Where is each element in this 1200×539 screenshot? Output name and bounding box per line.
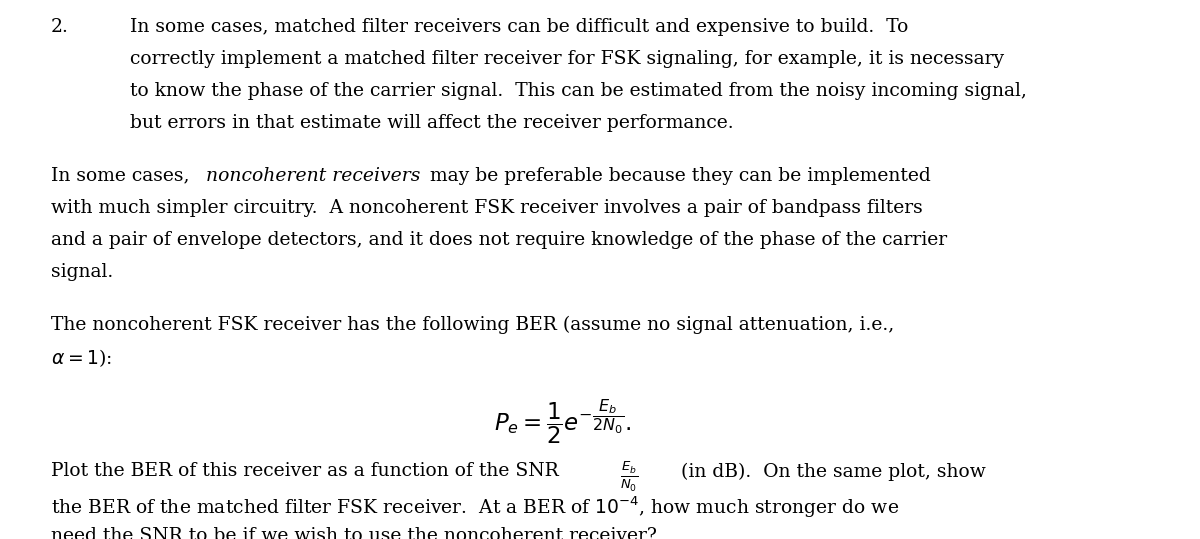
Text: Plot the BER of this receiver as a function of the SNR: Plot the BER of this receiver as a funct… [50,462,564,480]
Text: $\alpha = 1$):: $\alpha = 1$): [50,348,112,369]
Text: but errors in that estimate will affect the receiver performance.: but errors in that estimate will affect … [130,114,733,133]
Text: In some cases, matched filter receivers can be difficult and expensive to build.: In some cases, matched filter receivers … [130,18,908,36]
Text: may be preferable because they can be implemented: may be preferable because they can be im… [425,167,931,185]
Text: to know the phase of the carrier signal.  This can be estimated from the noisy i: to know the phase of the carrier signal.… [130,82,1026,100]
Text: noncoherent receivers: noncoherent receivers [206,167,420,185]
Text: $P_e = \dfrac{1}{2} e^{-\dfrac{E_b}{2N_0}}.$: $P_e = \dfrac{1}{2} e^{-\dfrac{E_b}{2N_0… [494,398,632,447]
Text: The noncoherent FSK receiver has the following BER (assume no signal attenuation: The noncoherent FSK receiver has the fol… [50,315,894,334]
Text: with much simpler circuitry.  A noncoherent FSK receiver involves a pair of band: with much simpler circuitry. A noncohere… [50,199,923,217]
Text: and a pair of envelope detectors, and it does not require knowledge of the phase: and a pair of envelope detectors, and it… [50,231,947,249]
Text: 2.: 2. [50,18,68,36]
Text: need the SNR to be if we wish to use the noncoherent receiver?: need the SNR to be if we wish to use the… [50,527,656,539]
Text: $\frac{E_b}{N_0}$: $\frac{E_b}{N_0}$ [619,460,637,494]
Text: correctly implement a matched filter receiver for FSK signaling, for example, it: correctly implement a matched filter rec… [130,50,1003,68]
Text: In some cases,: In some cases, [50,167,196,185]
Text: (in dB).  On the same plot, show: (in dB). On the same plot, show [676,462,986,481]
Text: the BER of the matched filter FSK receiver.  At a BER of $10^{-4}$, how much str: the BER of the matched filter FSK receiv… [50,494,899,520]
Text: signal.: signal. [50,263,113,281]
